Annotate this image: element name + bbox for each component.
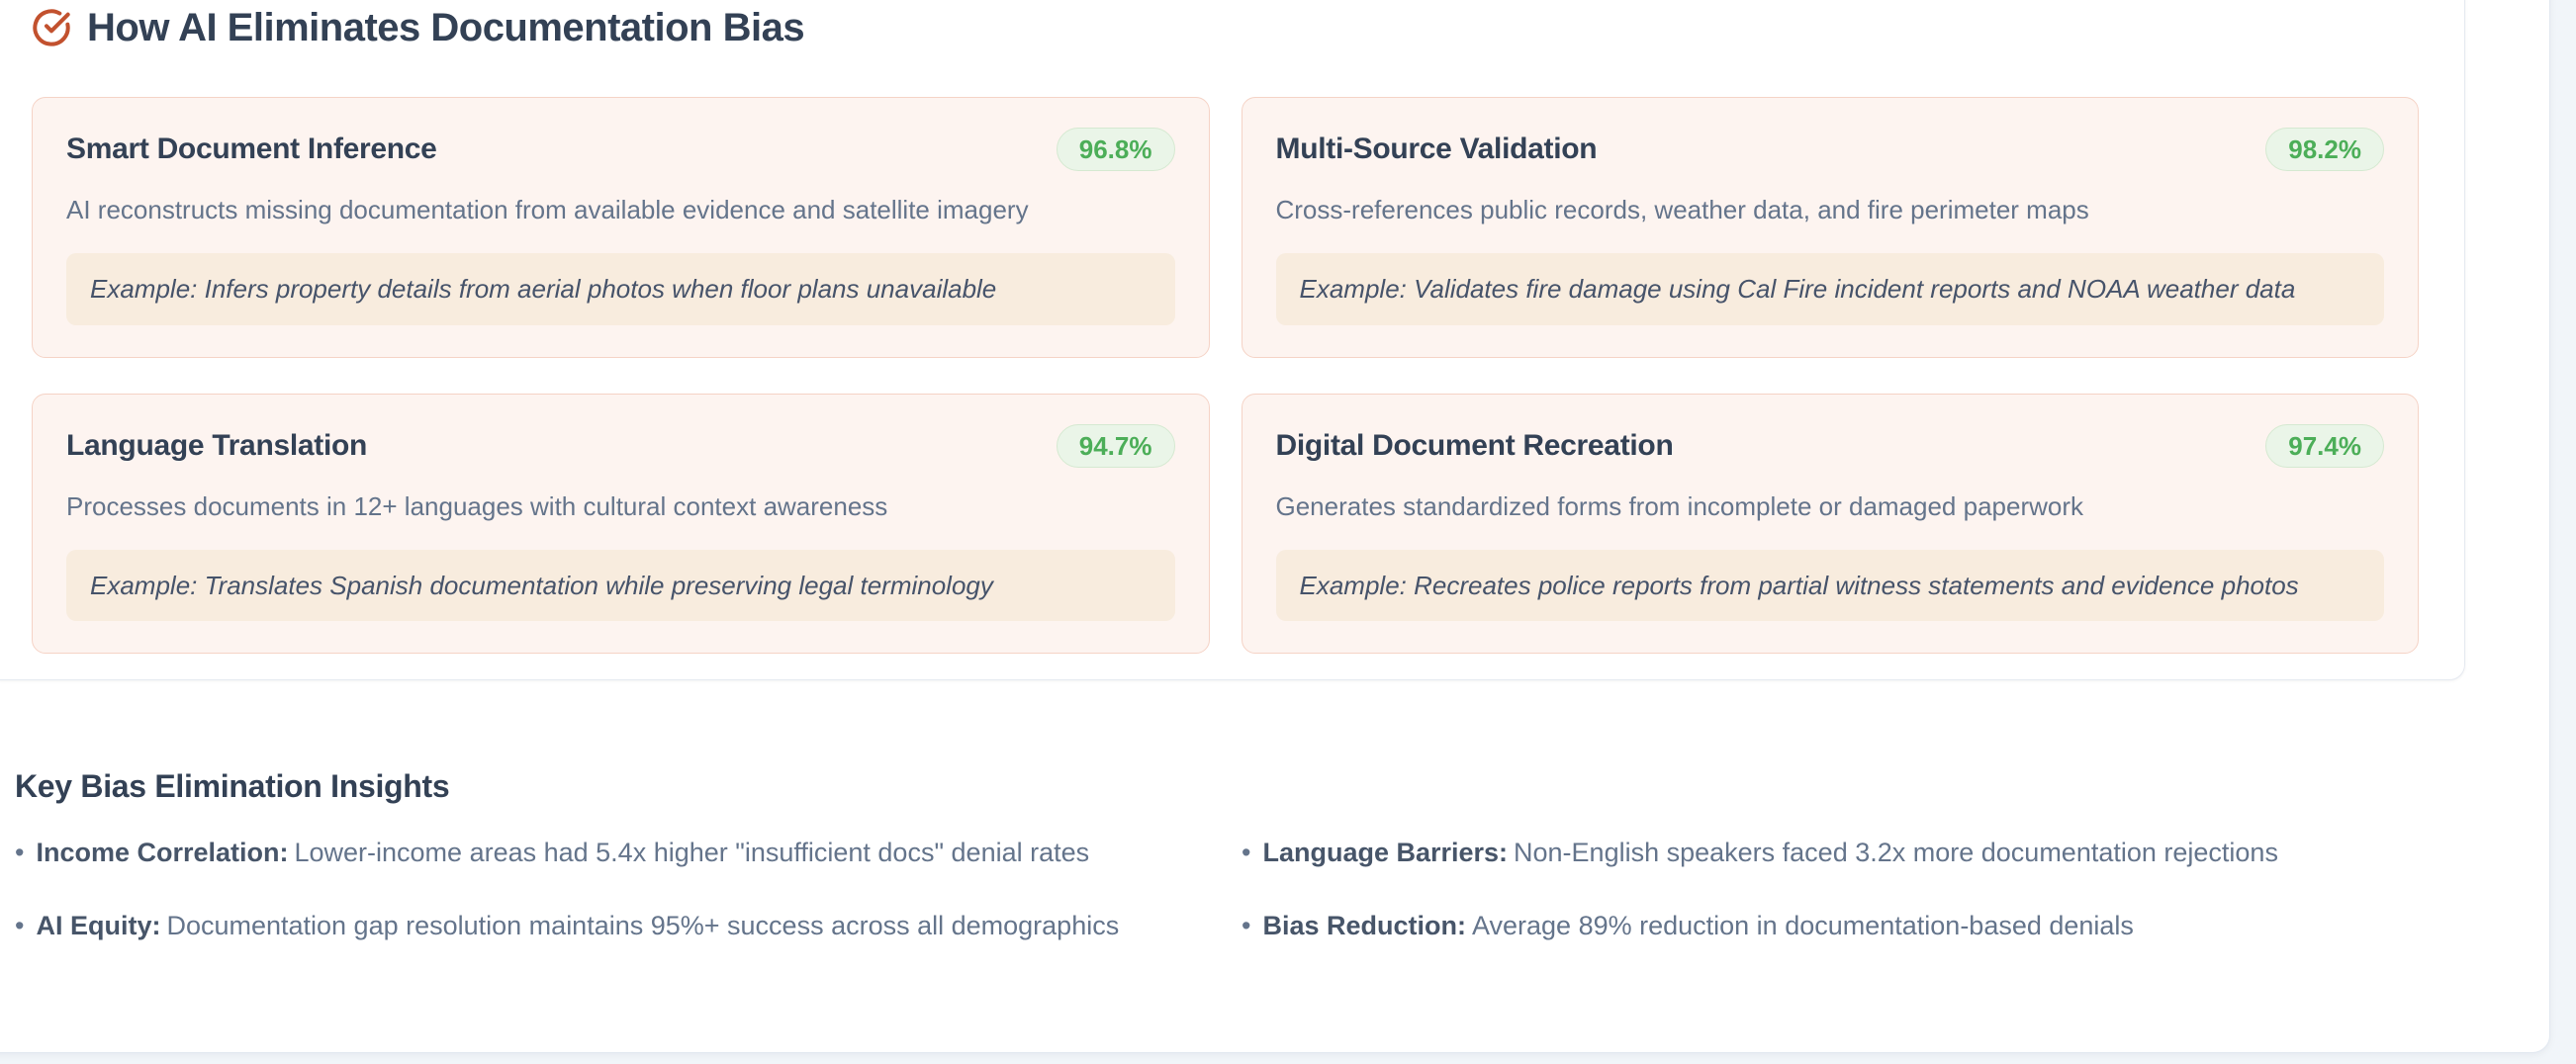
insights-heading: Key Bias Elimination Insights: [15, 768, 450, 804]
card-example: Example: Infers property details from ae…: [66, 253, 1175, 325]
card-example: Example: Validates fire damage using Cal…: [1275, 253, 2384, 325]
card-title: Language Translation: [66, 428, 368, 462]
card-description: Cross-references public records, weather…: [1275, 195, 2089, 224]
card-title: Multi-Source Validation: [1275, 133, 1598, 165]
card-title: Smart Document Inference: [66, 133, 437, 165]
panel-header: How AI Eliminates Documentation Bias: [32, 4, 2419, 51]
card-header: Smart Document Inference 96.8%: [66, 128, 1175, 171]
insights-grid: Income Correlation:Lower-income areas ha…: [15, 837, 2466, 943]
insight-text: Average 89% reduction in documentation-b…: [1471, 910, 2134, 940]
feature-cards-grid: Smart Document Inference 96.8% AI recons…: [32, 97, 2419, 655]
card-header: Digital Document Recreation 97.4%: [1275, 423, 2384, 468]
insight-text: Documentation gap resolution maintains 9…: [166, 910, 1120, 940]
insight-text: Lower-income areas had 5.4x higher "insu…: [294, 838, 1090, 867]
insight-text: Non-English speakers faced 3.2x more doc…: [1514, 838, 2278, 867]
insight-bias-reduction: Bias Reduction:Average 89% reduction in …: [1242, 910, 2466, 943]
ai-bias-panel: How AI Eliminates Documentation Bias Sma…: [0, 0, 2465, 680]
card-smart-document-inference: Smart Document Inference 96.8% AI recons…: [32, 97, 1210, 358]
insight-label: AI Equity:: [36, 910, 161, 940]
card-description: AI reconstructs missing documentation fr…: [66, 195, 1029, 224]
insight-label: Bias Reduction:: [1262, 910, 1466, 940]
insight-income-correlation: Income Correlation:Lower-income areas ha…: [15, 837, 1242, 870]
page-title: How AI Eliminates Documentation Bias: [87, 6, 805, 49]
key-insights-section: Key Bias Elimination Insights Income Cor…: [15, 768, 2466, 943]
check-circle-icon: [32, 8, 71, 47]
card-header: Language Translation 94.7%: [66, 423, 1175, 468]
accuracy-badge: 98.2%: [2265, 128, 2384, 171]
accuracy-badge: 96.8%: [1056, 128, 1175, 171]
insight-label: Income Correlation:: [36, 838, 289, 867]
insight-ai-equity: AI Equity:Documentation gap resolution m…: [15, 910, 1242, 943]
card-digital-document-recreation: Digital Document Recreation 97.4% Genera…: [1241, 393, 2419, 655]
card-header: Multi-Source Validation 98.2%: [1275, 128, 2384, 171]
card-description: Generates standardized forms from incomp…: [1275, 490, 2084, 521]
card-description: Processes documents in 12+ languages wit…: [66, 490, 888, 521]
card-example: Example: Recreates police reports from p…: [1275, 549, 2384, 622]
insight-label: Language Barriers:: [1262, 838, 1509, 867]
accuracy-badge: 97.4%: [2265, 423, 2384, 468]
card-multi-source-validation: Multi-Source Validation 98.2% Cross-refe…: [1241, 97, 2419, 358]
content-container: How AI Eliminates Documentation Bias Sma…: [0, 0, 2550, 1053]
card-title: Digital Document Recreation: [1275, 428, 1674, 462]
card-language-translation: Language Translation 94.7% Processes doc…: [32, 393, 1210, 655]
insight-language-barriers: Language Barriers:Non-English speakers f…: [1242, 837, 2466, 870]
card-example: Example: Translates Spanish documentatio…: [66, 549, 1175, 622]
accuracy-badge: 94.7%: [1056, 423, 1175, 468]
